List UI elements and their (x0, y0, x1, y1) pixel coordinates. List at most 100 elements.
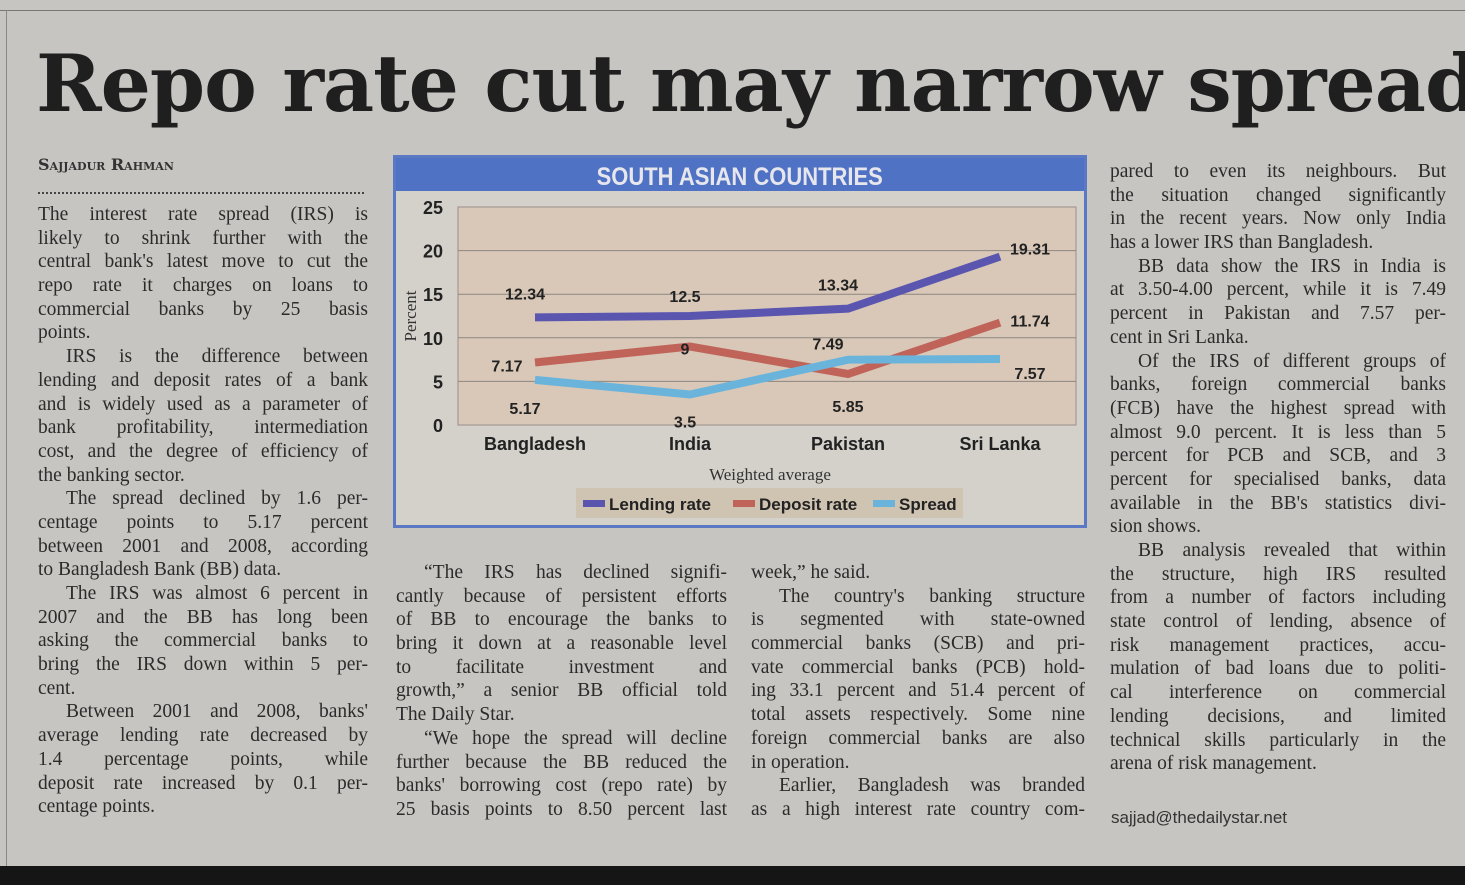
article-line: in operation. (751, 751, 850, 773)
data-label: 19.31 (1010, 242, 1050, 259)
y-tick-label: 10 (423, 329, 443, 349)
chart-title-bar (396, 158, 1084, 191)
data-label: 5.17 (509, 401, 540, 418)
article-line: The Daily Star. (396, 704, 515, 726)
article-line: The interest rate spread (IRS) is (38, 204, 368, 225)
article-line: to Bangladesh Bank (BB) data. (38, 559, 282, 581)
article-line: arena of risk management. (1110, 753, 1317, 775)
article-line: lending decisions, and limited (1110, 705, 1446, 727)
article-line: between 2001 and 2008, according (38, 535, 368, 557)
article-column-3: week,” he said. The country's banking str… (751, 561, 1085, 822)
article-line: Of the IRS of different groups of (1138, 350, 1446, 372)
chart-svg: SOUTH ASIAN COUNTRIES 0 5 10 15 20 25 Percent Ba… (393, 155, 1087, 528)
byline: Sajjadur Rahman (38, 155, 174, 174)
article-line: percent in Pakistan and 7.57 per- (1110, 303, 1446, 325)
article-line: has a lower IRS than Bangladesh. (1110, 232, 1374, 254)
legend-label: Lending rate (609, 495, 711, 514)
article-line: 2007 and the BB has long been (38, 606, 368, 628)
article-line: total assets respectively. Some nine (751, 704, 1085, 726)
article-line: to facilitate investment and (396, 656, 727, 678)
article-line: cal interference on commercial (1110, 682, 1446, 704)
x-tick-label: Pakistan (811, 434, 885, 454)
series-line-deposit-rate (534, 318, 1002, 379)
article-line: BB analysis revealed that within (1138, 540, 1446, 561)
article-line: “The IRS has declined signifi- (424, 562, 727, 583)
data-label: 7.57 (1014, 366, 1045, 383)
article-column-1: The interest rate spread (IRS) is likely … (38, 203, 368, 819)
article-line: (FCB) have the highest spread with (1110, 397, 1446, 419)
article-line: cost, and the degree of efficiency of (38, 440, 368, 462)
article-line: of BB to encourage the banks to (396, 609, 727, 631)
data-label: 12.5 (669, 289, 700, 306)
article-line: banks, foreign commercial banks (1110, 374, 1446, 396)
data-label: 7.17 (491, 358, 522, 375)
article-line: the banking sector. (38, 464, 185, 486)
article-line: Earlier, Bangladesh was branded (779, 775, 1085, 797)
legend-swatch (873, 500, 895, 507)
article-line: further because the BB reduced the (396, 751, 727, 773)
article-line: week,” he said. (751, 562, 871, 583)
article-line: growth,” a senior BB official told (396, 680, 727, 702)
legend-label: Deposit rate (759, 495, 857, 514)
article-line: average lending rate decreased by (38, 725, 368, 747)
article-line: the situation changed significantly (1110, 184, 1446, 206)
data-label: 12.34 (505, 286, 545, 303)
article-line: cent. (38, 677, 76, 699)
article-line: central bank's latest move to cut the (38, 251, 368, 273)
author-email: sajjad@thedailystar.net (1111, 808, 1288, 827)
headline: Repo rate cut may narrow spread (36, 37, 1465, 130)
article-line: ing 33.1 percent and 51.4 percent of (751, 680, 1085, 702)
legend-box (576, 488, 963, 518)
article-line: deposit rate increased by 0.1 per- (38, 772, 368, 794)
byline-divider (38, 192, 364, 194)
photo-edge (0, 866, 1465, 885)
article-line: The IRS was almost 6 percent in (66, 583, 368, 604)
article-line: technical skills particularly in the (1110, 729, 1446, 751)
series-line-lending-rate (534, 252, 1002, 322)
article-line: the structure, high IRS resulted (1110, 563, 1446, 585)
legend-swatch (733, 500, 755, 507)
article-line: bank profitability, intermediation (38, 417, 368, 439)
legend-label: Spread (899, 495, 957, 514)
data-label: 11.74 (1010, 314, 1049, 331)
chart-south-asian-countries: SOUTH ASIAN COUNTRIES 0 5 10 15 20 25 Percent Ba… (393, 155, 1087, 528)
article-line: percent for PCB and SCB, and 3 (1110, 445, 1446, 467)
y-tick-label: 15 (423, 285, 443, 305)
y-tick-label: 0 (433, 416, 443, 436)
article-line: repo rate it charges on loans to (38, 275, 368, 297)
article-line: Between 2001 and 2008, banks' (66, 701, 368, 723)
legend-swatch (583, 500, 605, 507)
article-line: sion shows. (1110, 516, 1202, 538)
article-line: asking the commercial banks to (38, 630, 368, 652)
data-label: 7.49 (812, 337, 843, 354)
article-line: points. (38, 322, 91, 344)
article-line: BB data show the IRS in India is (1138, 255, 1446, 277)
article-column-4: pared to even its neighbours. But the sit… (1110, 160, 1446, 776)
article-line: vate commercial banks (PCB) hold- (751, 656, 1085, 678)
article-line: state control of lending, absence of (1110, 611, 1446, 633)
article-line: “We hope the spread will decline (424, 727, 727, 749)
article-line: cent in Sri Lanka. (1110, 326, 1249, 348)
y-tick-label: 25 (423, 198, 443, 218)
data-label: 5.85 (832, 399, 863, 416)
y-tick-label: 5 (433, 372, 443, 392)
article-line: as a high interest rate country com- (751, 798, 1085, 820)
article-line: almost 9.0 percent. It is less than 5 (1110, 421, 1446, 443)
article-line: 1.4 percentage points, while (38, 748, 368, 770)
article-line: from a number of factors including (1110, 587, 1446, 609)
data-label: 9 (681, 342, 690, 359)
article-line: The spread declined by 1.6 per- (66, 488, 368, 510)
series-line-spread (534, 354, 1001, 399)
y-axis-label: Percent (401, 290, 420, 341)
article-line: foreign commercial banks are also (751, 727, 1085, 749)
article-line: cantly because of persistent efforts (396, 585, 727, 607)
data-label: 13.34 (818, 278, 858, 295)
y-tick-label: 20 (423, 242, 443, 262)
article-line: centage points. (38, 796, 155, 818)
article-line: risk management practices, accu- (1110, 634, 1446, 656)
article-line: IRS is the difference between (66, 346, 368, 368)
x-tick-label: India (669, 434, 712, 454)
article-line: commercial banks by 25 basis (38, 298, 368, 320)
article-line: commercial banks (SCB) and pri- (751, 633, 1085, 655)
article-line: 25 basis points to 8.50 percent last (396, 798, 727, 820)
